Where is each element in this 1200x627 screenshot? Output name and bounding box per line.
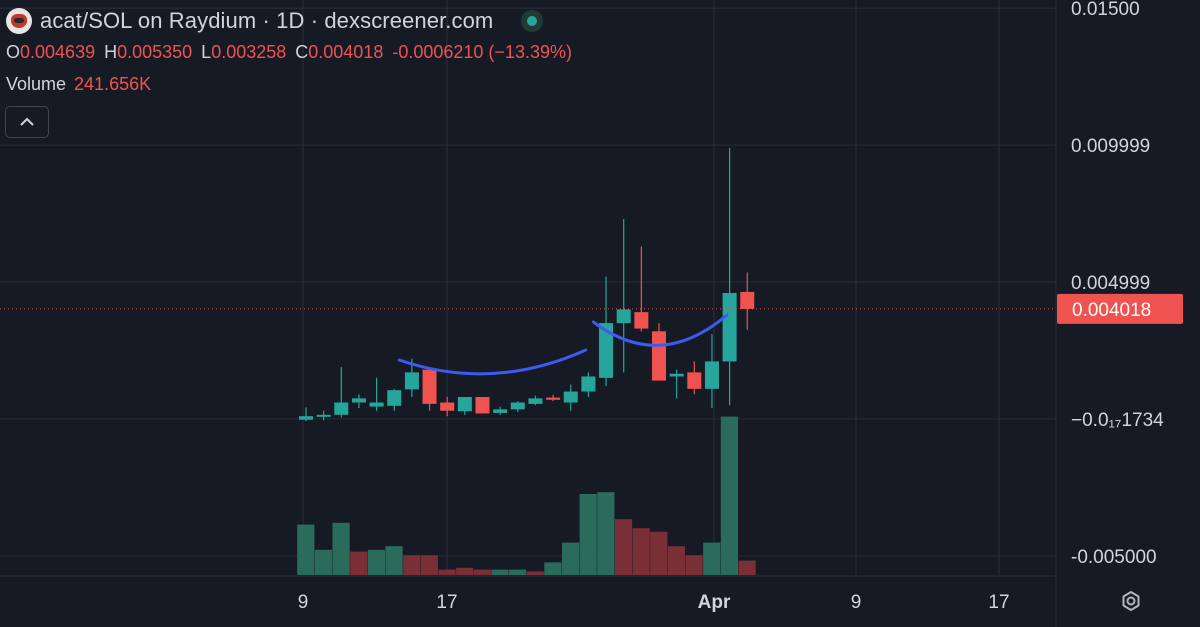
candle-body	[493, 409, 508, 413]
candle-body	[599, 323, 614, 378]
candle-body	[369, 402, 384, 407]
volume-bar	[385, 546, 403, 575]
volume-bar	[297, 524, 315, 575]
candle-body	[652, 331, 666, 381]
volume-bar	[738, 560, 756, 575]
volume-bar	[456, 567, 474, 575]
volume-bar	[703, 542, 721, 575]
volume-bar	[667, 546, 686, 575]
settings-gear-icon[interactable]	[1118, 589, 1144, 615]
low-label: L	[201, 42, 212, 62]
volume-bar	[314, 549, 333, 575]
volume-bar	[509, 569, 527, 575]
candle-body	[422, 369, 437, 404]
last-price-label: 0.004018	[1072, 300, 1151, 321]
chart-title: acat/SOL on Raydium · 1D · dexscreener.c…	[40, 8, 494, 33]
time-tick-label: 17	[988, 592, 1009, 613]
acat-logo-icon	[6, 8, 32, 34]
volume-value: 241.656K	[74, 74, 152, 94]
annotation-curve	[397, 348, 588, 376]
candle-body	[528, 398, 543, 404]
candle-body	[740, 291, 755, 309]
low-value: 0.003258	[211, 42, 287, 62]
volume-bar	[403, 555, 421, 575]
volume-label: Volume	[6, 74, 67, 94]
candle-body	[722, 292, 737, 362]
candle-body	[457, 397, 472, 412]
price-tick-label: −0.0₁₇1734	[1071, 410, 1164, 431]
volume-bar	[438, 569, 456, 575]
candle-body	[510, 402, 525, 410]
volume-legend: Volume 241.656K	[6, 74, 151, 95]
chevron-up-icon	[20, 117, 34, 126]
candle-body	[387, 390, 402, 406]
candle-body	[687, 372, 702, 389]
volume-bar	[544, 562, 562, 575]
candle-body	[316, 414, 331, 417]
candle-body	[563, 391, 578, 403]
volume-bar	[350, 551, 368, 575]
volume-bar	[561, 542, 580, 575]
open-value: 0.004639	[20, 42, 96, 62]
candle-body	[669, 373, 684, 377]
candle-body	[404, 372, 419, 390]
candle-body	[440, 402, 455, 411]
title-row: acat/SOL on Raydium · 1D · dexscreener.c…	[6, 6, 544, 36]
candle-body	[475, 397, 490, 414]
chart-header: acat/SOL on Raydium · 1D · dexscreener.c…	[0, 0, 1050, 120]
candle-body	[351, 398, 366, 403]
volume-bar	[491, 569, 509, 575]
price-tick-label: 0.004999	[1071, 273, 1150, 294]
volume-bar	[632, 528, 650, 575]
close-label: C	[295, 42, 309, 62]
volume-bar	[367, 549, 385, 575]
candle-body	[299, 416, 313, 420]
volume-bar	[473, 569, 491, 575]
live-status-icon	[521, 10, 544, 32]
collapse-legend-button[interactable]	[5, 106, 49, 138]
close-value: 0.004018	[308, 42, 384, 62]
annotation-curve	[591, 313, 729, 347]
last-price-badge	[1057, 293, 1183, 324]
change-value: -0.0006210 (−13.39%)	[392, 42, 572, 62]
candle-body	[581, 376, 596, 392]
time-tick-label: 17	[436, 592, 457, 613]
time-tick-label: Apr	[698, 592, 731, 613]
volume-bar	[579, 494, 597, 575]
open-label: O	[6, 42, 21, 62]
high-value: 0.005350	[117, 42, 193, 62]
volume-bar	[720, 416, 738, 575]
volume-bar	[650, 531, 668, 575]
candle-body	[546, 397, 561, 400]
candle-body	[634, 312, 649, 329]
price-tick-label: -0.005000	[1071, 547, 1157, 568]
candle-body	[704, 361, 719, 389]
volume-bar	[614, 519, 633, 575]
candle-body	[334, 402, 349, 415]
price-tick-label: 0.01500	[1071, 0, 1140, 20]
volume-bar	[420, 555, 438, 575]
high-label: H	[104, 42, 118, 62]
volume-bar	[332, 522, 350, 575]
volume-bar	[597, 492, 615, 575]
time-tick-label: 9	[851, 592, 862, 613]
candle-body	[616, 309, 631, 324]
price-tick-label: 0.009999	[1071, 136, 1150, 157]
ohlc-legend: O0.004639 H0.005350 L0.003258 C0.004018 -0.0…	[6, 42, 581, 63]
volume-bar	[526, 571, 544, 575]
volume-bar	[685, 555, 703, 575]
time-tick-label: 9	[298, 592, 309, 613]
